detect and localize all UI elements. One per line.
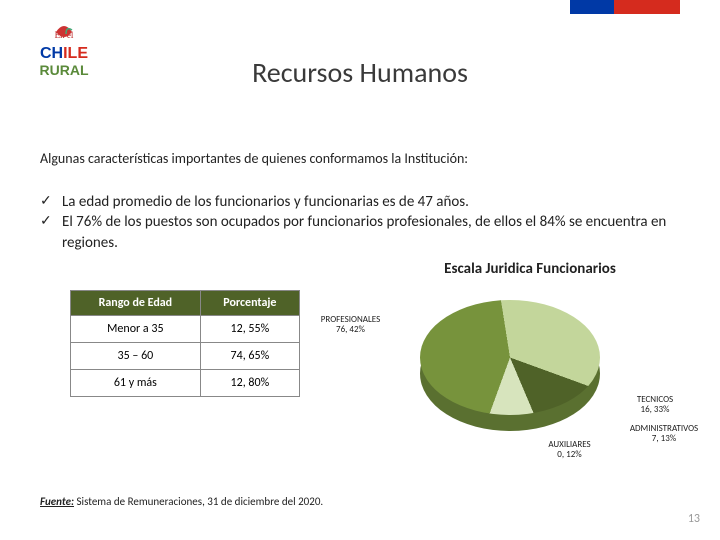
table-row: 61 y más 12, 80% bbox=[71, 370, 300, 397]
source-label: Fuente: bbox=[40, 495, 74, 508]
page-number: 13 bbox=[688, 512, 700, 526]
pie-chart-title: Escala Juridica Funcionarios bbox=[400, 260, 660, 278]
table-row: 35 – 60 74, 65% bbox=[71, 343, 300, 370]
table-header: Rango de Edad bbox=[71, 291, 201, 316]
bullet-item: El 76% de los puestos son ocupados por f… bbox=[40, 212, 690, 253]
bullet-item: La edad promedio de los funcionarios y f… bbox=[40, 192, 690, 212]
table-cell: 12, 80% bbox=[200, 370, 299, 397]
pie-face bbox=[420, 300, 600, 415]
age-range-table: Rango de Edad Porcentaje Menor a 35 12, … bbox=[70, 290, 300, 397]
table-header: Porcentaje bbox=[200, 291, 299, 316]
pie-label-profesionales: PROFESIONALES76, 42% bbox=[313, 315, 388, 335]
header-stripe bbox=[570, 0, 680, 14]
table-cell: 35 – 60 bbox=[71, 343, 201, 370]
table-row: Menor a 35 12, 55% bbox=[71, 316, 300, 343]
source-footnote: Fuente: Sistema de Remuneraciones, 31 de… bbox=[40, 495, 323, 508]
intro-text: Algunas características importantes de q… bbox=[40, 150, 680, 167]
bullet-list: La edad promedio de los funcionarios y f… bbox=[40, 192, 690, 253]
pie-label-administrativos: ADMINISTRATIVOS7, 13% bbox=[623, 424, 705, 444]
pie-label-tecnicos: TECNICOS16, 33% bbox=[630, 395, 680, 415]
table-cell: Menor a 35 bbox=[71, 316, 201, 343]
table-cell: 12, 55% bbox=[200, 316, 299, 343]
source-text: Sistema de Remuneraciones, 31 de diciemb… bbox=[74, 495, 323, 508]
page-title: Recursos Humanos bbox=[0, 55, 720, 90]
pie-label-auxiliares: AUXILIARES0, 12% bbox=[542, 440, 597, 460]
pie-chart: PROFESIONALES76, 42% TECNICOS16, 33% ADM… bbox=[395, 300, 625, 470]
table-cell: 61 y más bbox=[71, 370, 201, 397]
table-cell: 74, 65% bbox=[200, 343, 299, 370]
